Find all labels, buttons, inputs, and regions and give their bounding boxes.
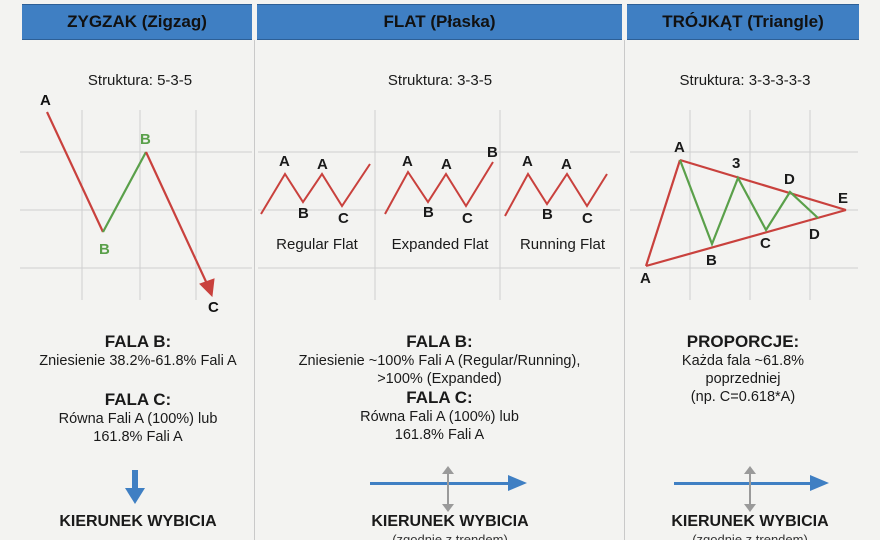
triangle-info-line3: (np. C=0.618*A)	[690, 389, 796, 405]
zigzag-info-head1: FALA B:	[104, 332, 172, 351]
triangle-label-3: 3	[732, 155, 741, 172]
triangle-label-c: C	[760, 235, 771, 252]
flat-info-line1b: >100% (Expanded)	[377, 371, 502, 387]
flat-running-label-c: C	[582, 210, 593, 227]
triangle-structure: Struktura: 3-3-3-3-3	[679, 72, 811, 89]
flat-running-label-a2: A	[561, 156, 572, 173]
column-divider-1	[254, 40, 255, 540]
flat-expanded-label-c: C	[462, 210, 473, 227]
triangle-diagram	[644, 158, 847, 268]
triangle-direction-subtitle: (zgodnie z trendem)	[692, 532, 808, 540]
zigzag-direction-arrow	[125, 470, 145, 504]
zigzag-info-head2: FALA C:	[104, 390, 172, 409]
flat-expanded-label-b-right: B	[487, 144, 498, 161]
zigzag-wave-c	[145, 151, 209, 287]
flat-regular-label-a: A	[279, 153, 290, 170]
triangle-label-d-top: D	[784, 171, 795, 188]
triangle-direction-arrow	[674, 466, 829, 512]
grid-lines	[20, 110, 858, 300]
zigzag-diagram	[46, 111, 215, 298]
zigzag-wave-b	[102, 151, 147, 233]
flat-running-label-b: B	[542, 206, 553, 223]
header-triangle: TRÓJKĄT (Triangle)	[627, 4, 859, 40]
header-zigzag: ZYGZAK (Zigzag)	[22, 4, 252, 40]
zigzag-label-b-bottom: B	[99, 241, 110, 258]
zigzag-label-a: A	[40, 92, 51, 109]
flat-regular-name: Regular Flat	[276, 236, 358, 253]
zigzag-info-line2: Równa Fali A (100%) lub	[58, 411, 218, 427]
triangle-label-a-bottom: A	[640, 270, 651, 287]
flat-info: FALA B: Zniesienie ~100% Fali A (Regular…	[257, 332, 622, 444]
zigzag-direction-title: KIERUNEK WYBICIA	[59, 513, 217, 530]
flat-expanded-diagram	[384, 161, 494, 215]
flat-expanded-label-a2: A	[441, 156, 452, 173]
zigzag-label-c: C	[208, 299, 219, 316]
triangle-info-line1: Każda fala ~61.8%	[681, 353, 805, 369]
triangle-info-line2: poprzedniej	[705, 371, 781, 387]
flat-info-line3: 161.8% Fali A	[394, 427, 485, 443]
flat-regular-label-b: B	[298, 205, 309, 222]
triangle-label-a-top: A	[674, 139, 685, 156]
flat-regular-diagram	[260, 163, 371, 215]
header-zigzag-title: ZYGZAK (Zigzag)	[67, 12, 207, 31]
triangle-label-e: E	[838, 190, 849, 207]
flat-structure: Struktura: 3-3-5	[387, 72, 493, 89]
header-flat: FLAT (Płaska)	[257, 4, 622, 40]
triangle-lower-boundary	[645, 208, 847, 268]
triangle-direction-title: KIERUNEK WYBICIA	[671, 513, 829, 530]
triangle-upper-boundary	[679, 158, 847, 212]
header-flat-title: FLAT (Płaska)	[383, 12, 496, 31]
zigzag-info: FALA B: Zniesienie 38.2%-61.8% Fali A FA…	[22, 332, 254, 446]
triangle-wave-a	[644, 159, 682, 267]
flat-direction-arrow	[370, 466, 527, 512]
flat-info-line1: Zniesienie ~100% Fali A (Regular/Running…	[298, 353, 581, 369]
triangle-label-b: B	[706, 252, 717, 269]
flat-running-diagram	[504, 172, 608, 217]
triangle-info: PROPORCJE: Każda fala ~61.8% poprzedniej…	[627, 332, 859, 406]
triangle-inner-waves	[678, 159, 819, 248]
zigzag-info-line1: Zniesienie 38.2%-61.8% Fali A	[39, 353, 237, 369]
flat-direction-title: KIERUNEK WYBICIA	[371, 513, 529, 530]
flat-info-line2: Równa Fali A (100%) lub	[360, 409, 519, 425]
flat-info-head1: FALA B:	[406, 332, 473, 351]
triangle-label-d-bottom: D	[809, 226, 820, 243]
header-triangle-title: TRÓJKĄT (Triangle)	[662, 12, 824, 31]
flat-expanded-label-b: B	[423, 204, 434, 221]
flat-direction-subtitle: (zgodnie z trendem)	[392, 532, 508, 540]
flat-info-head2: FALA C:	[406, 388, 473, 407]
flat-expanded-label-a: A	[402, 153, 413, 170]
zigzag-structure: Struktura: 5-3-5	[87, 72, 193, 89]
flat-running-name: Running Flat	[519, 236, 606, 253]
zigzag-arrowhead	[199, 278, 215, 298]
flat-running-label-a: A	[522, 153, 533, 170]
column-divider-2	[624, 40, 625, 540]
flat-regular-label-c: C	[338, 210, 349, 227]
zigzag-info-line3: 161.8% Fali A	[93, 429, 183, 445]
zigzag-wave-a	[46, 111, 104, 233]
flat-regular-label-a2: A	[317, 156, 328, 173]
triangle-info-head1: PROPORCJE:	[686, 332, 800, 351]
flat-expanded-name: Expanded Flat	[391, 236, 489, 253]
zigzag-label-b-top: B	[140, 131, 151, 148]
